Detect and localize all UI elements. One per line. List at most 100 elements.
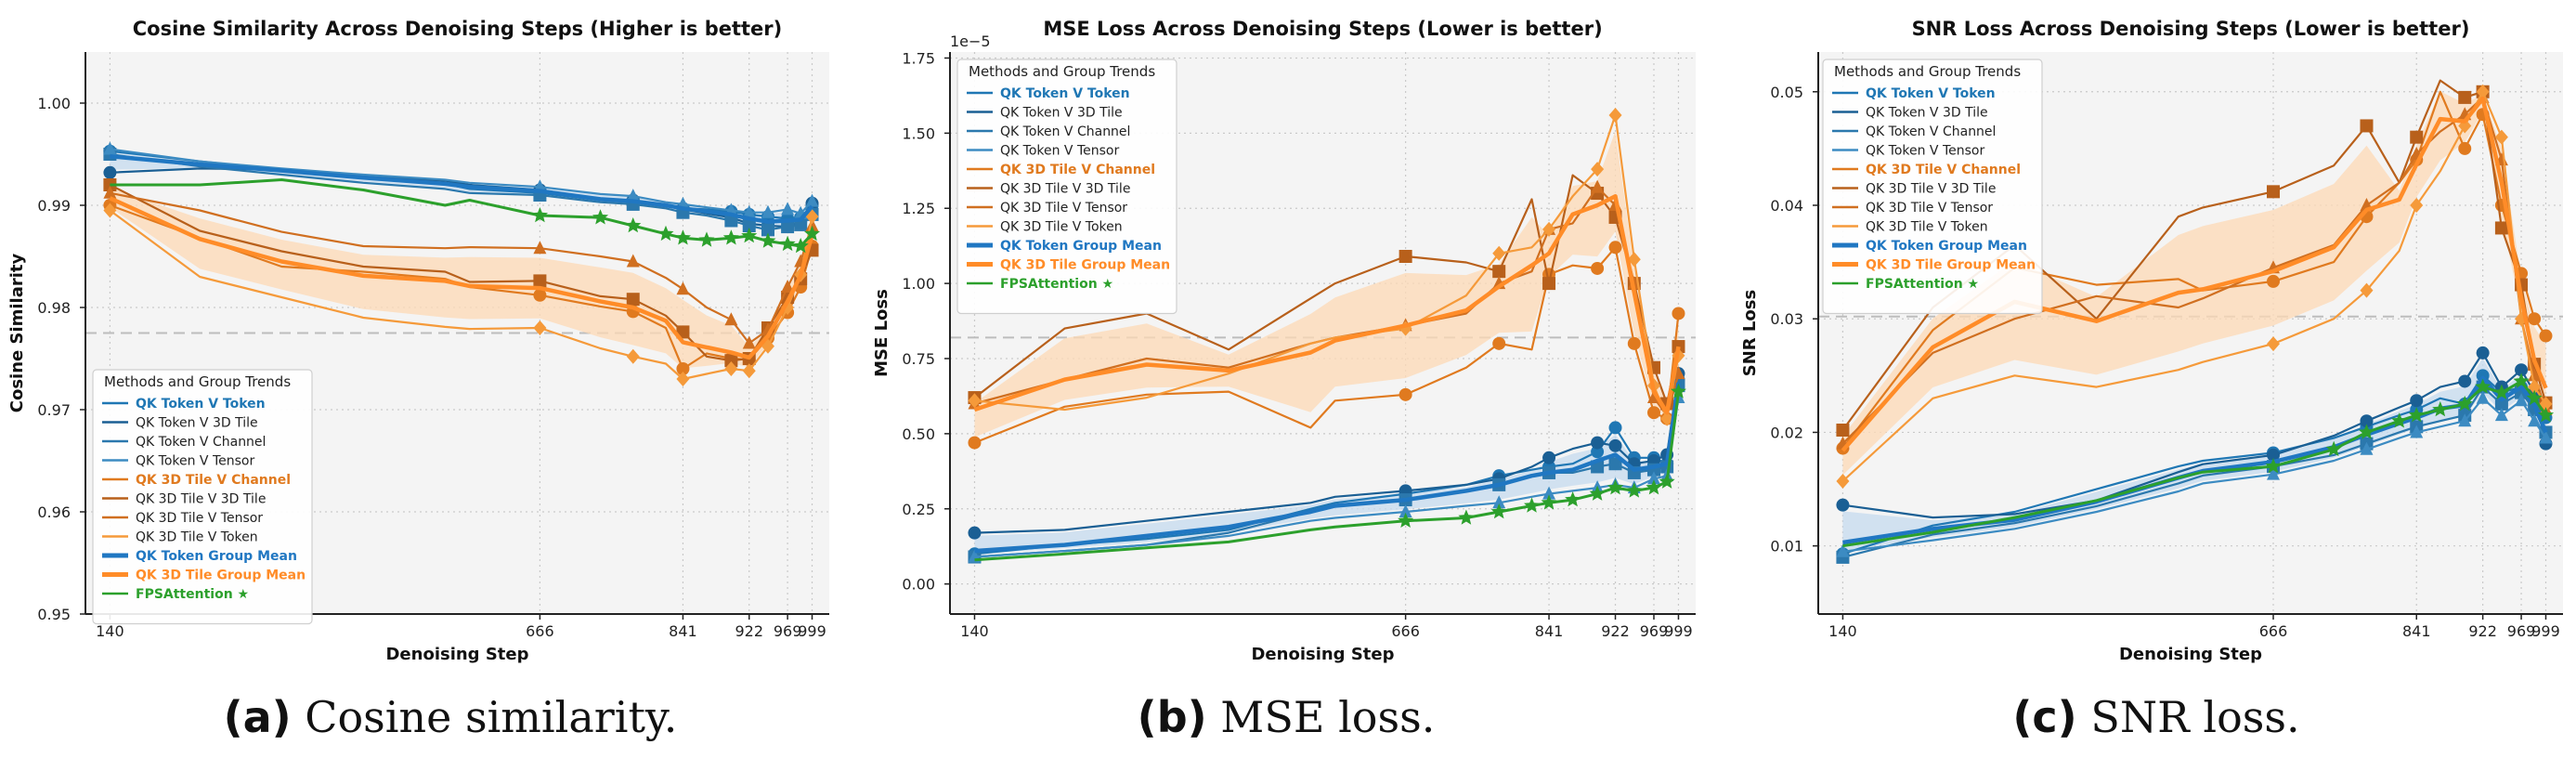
x-tick-label: 969 <box>774 622 802 640</box>
legend: Methods and Group Trends QK Token V Token… <box>956 59 1177 315</box>
data-point <box>1670 383 1686 399</box>
data-point <box>2360 282 2374 298</box>
y-tick-label: 0.97 <box>37 401 71 419</box>
legend-entry: QK Token V Tensor <box>1000 144 1119 159</box>
data-point <box>2456 395 2473 412</box>
data-point <box>724 354 738 368</box>
series-line <box>110 191 813 345</box>
data-point <box>742 363 756 379</box>
data-point <box>761 204 774 218</box>
data-point <box>2528 312 2542 326</box>
data-point <box>1626 482 1643 498</box>
data-point <box>1490 503 1507 519</box>
legend-entry: QK 3D Tile V Tensor <box>1000 201 1127 216</box>
data-point <box>2458 413 2472 427</box>
legend-box <box>1822 59 2043 315</box>
x-tick-label: 841 <box>669 622 697 640</box>
legend-entry: QK Token V Channel <box>1866 124 1996 139</box>
data-point <box>2458 374 2472 388</box>
data-point <box>2539 329 2553 343</box>
data-point <box>1591 179 1605 193</box>
data-point <box>674 229 691 245</box>
y-tick-label: 0.00 <box>902 576 935 594</box>
data-point <box>626 254 640 268</box>
data-point <box>1542 221 1556 237</box>
data-point <box>781 280 795 293</box>
data-point <box>1659 473 1675 489</box>
x-tick-label: 999 <box>2531 622 2560 640</box>
data-point <box>2410 130 2424 144</box>
x-axis-label: Denoising Step <box>385 645 528 664</box>
data-point <box>761 223 774 237</box>
data-point <box>742 204 756 218</box>
data-point <box>741 228 758 243</box>
y-tick-label: 1.25 <box>902 200 935 217</box>
data-point <box>722 229 739 245</box>
data-point <box>2360 441 2374 455</box>
data-point <box>1836 424 1850 437</box>
data-point <box>2458 90 2472 104</box>
y-tick-label: 1.00 <box>902 275 935 293</box>
data-point <box>626 189 640 203</box>
x-tick-label: 999 <box>798 622 826 640</box>
legend-entry: QK 3D Tile V Channel <box>136 473 291 488</box>
legend-entry: QK Token Group Mean <box>1000 239 1162 254</box>
y-tick-label: 0.02 <box>1770 424 1803 441</box>
legend: Methods and Group Trends QK Token V Token… <box>1822 59 2043 315</box>
y-exponent-label: 1e−5 <box>950 33 991 50</box>
legend-entry: QK Token Group Mean <box>136 549 297 564</box>
y-tick-label: 1.00 <box>37 95 71 112</box>
data-point <box>592 209 609 225</box>
data-point <box>676 362 690 375</box>
data-point <box>1608 241 1622 255</box>
legend-entry: QK Token V Channel <box>136 435 266 450</box>
series-qk-3d-tile-group-mean <box>109 196 814 360</box>
legend-title: Methods and Group Trends <box>1834 63 2021 80</box>
y-tick-label: 0.98 <box>37 299 71 317</box>
data-point <box>2267 274 2281 288</box>
legend-entry: QK Token V 3D Tile <box>1866 106 1988 121</box>
data-point <box>1646 471 1660 485</box>
legend-entry: QK 3D Tile V 3D Tile <box>1866 182 1996 197</box>
data-point <box>1591 445 1605 459</box>
data-point <box>2265 458 2282 474</box>
series-line <box>1841 90 2547 482</box>
data-point <box>968 526 982 540</box>
data-point <box>2410 394 2424 408</box>
data-point <box>1627 252 1641 268</box>
data-point <box>2360 414 2374 428</box>
data-point <box>2360 119 2374 133</box>
data-point <box>676 281 690 295</box>
series-line <box>1841 79 2547 431</box>
data-point <box>1492 265 1506 279</box>
legend-title: Methods and Group Trends <box>104 373 291 390</box>
series-fpsattention- <box>110 178 821 254</box>
data-point <box>2493 384 2510 399</box>
legend-entry: QK 3D Tile V Token <box>1866 220 1988 235</box>
series-qk-3d-tile-group-mean <box>973 194 1681 415</box>
legend-entry: QK 3D Tile V Channel <box>1866 163 2021 177</box>
data-point <box>1589 485 1606 501</box>
data-point <box>2526 389 2543 406</box>
legend-entry: QK 3D Tile V Token <box>136 530 258 545</box>
y-axis-label: SNR Loss <box>1740 290 1760 376</box>
data-point <box>2267 336 2281 352</box>
series-line <box>1841 96 2548 452</box>
data-point <box>1660 411 1674 426</box>
data-point <box>742 219 756 232</box>
data-point <box>1608 438 1622 452</box>
y-tick-label: 0.01 <box>1770 538 1803 555</box>
data-point <box>1608 421 1622 435</box>
data-point <box>103 185 117 199</box>
data-point <box>805 193 819 207</box>
data-point <box>533 241 547 255</box>
data-point <box>2528 368 2542 382</box>
series-line <box>1842 397 2547 553</box>
x-tick-label: 140 <box>960 622 989 640</box>
data-point <box>2539 396 2553 412</box>
chart-panel-2: 0.00 0.25 0.50 0.75 1.00 1.25 1.50 1.75 140 666 84… <box>872 18 1696 664</box>
data-point <box>2391 412 2408 428</box>
data-point <box>103 165 117 179</box>
legend-entry: QK 3D Tile Group Mean <box>1866 258 2036 273</box>
